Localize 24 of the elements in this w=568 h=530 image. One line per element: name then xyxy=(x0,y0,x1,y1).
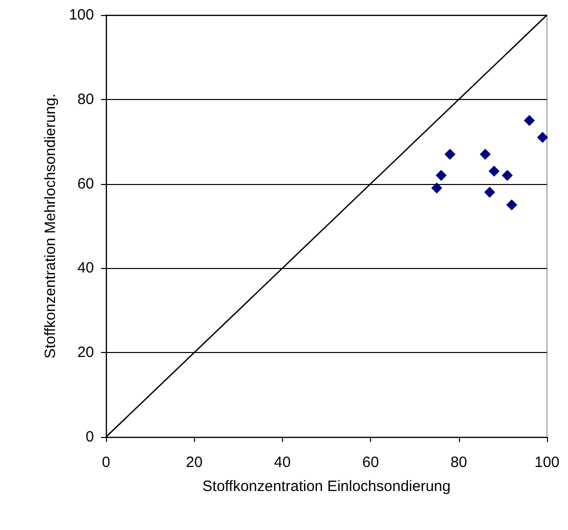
y-tick-label: 60 xyxy=(77,175,94,192)
x-axis-title: Stoffkonzentration Einlochsondierung xyxy=(202,478,451,495)
point xyxy=(431,182,442,194)
point xyxy=(537,132,548,143)
point xyxy=(506,199,518,210)
x-tick-label: 80 xyxy=(450,454,468,471)
y-tick-label: 40 xyxy=(77,260,94,277)
point xyxy=(488,166,500,177)
x-tick-label: 60 xyxy=(362,454,379,471)
point xyxy=(502,170,513,181)
x-tick-label: 100 xyxy=(534,454,560,471)
y-tick-label: 100 xyxy=(68,6,94,24)
x-tick-label: 40 xyxy=(274,454,291,471)
y-axis-title: Stoffkonzentration Mehrlochsondierung. xyxy=(42,94,60,358)
x-tick-label: 0 xyxy=(102,454,110,471)
x-tick-label: 20 xyxy=(186,454,203,471)
point xyxy=(444,148,456,160)
y-tick-label: 0 xyxy=(86,428,94,446)
y-tick-label: 20 xyxy=(77,344,94,362)
y-tick-label: 80 xyxy=(77,90,94,108)
point xyxy=(484,186,496,198)
point xyxy=(436,170,447,181)
point xyxy=(524,115,535,126)
point xyxy=(480,148,491,160)
